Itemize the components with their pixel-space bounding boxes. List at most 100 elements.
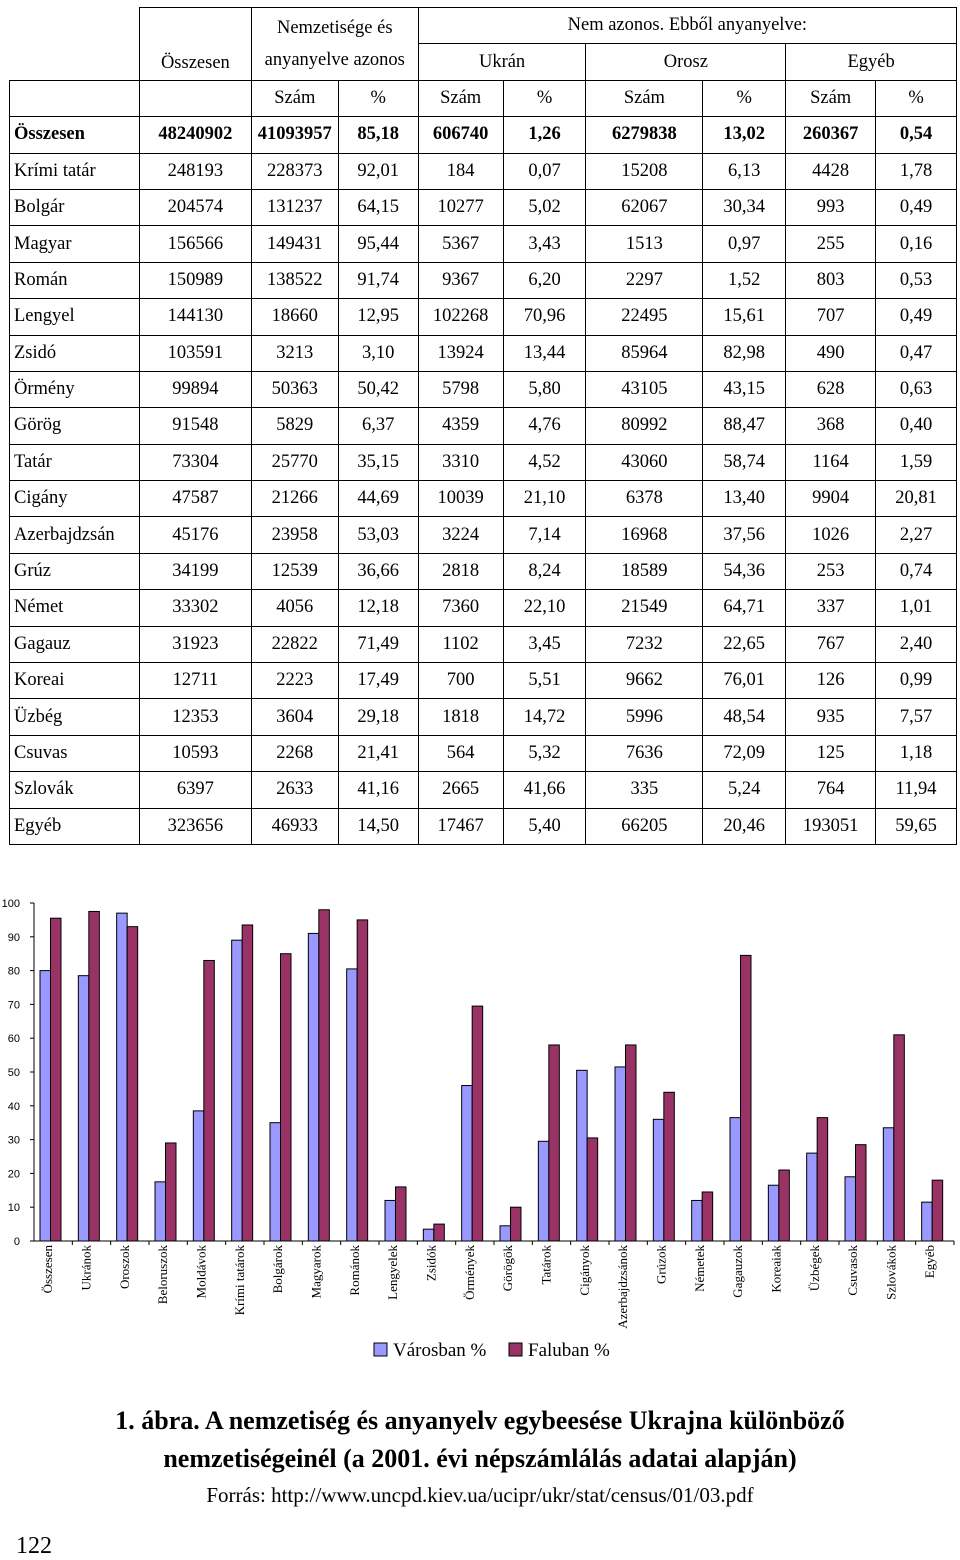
table-cell: 7636 xyxy=(585,734,704,773)
bar-faluban xyxy=(50,917,62,1242)
table-cell: 606740 xyxy=(417,116,504,154)
table-cell: 1026 xyxy=(785,516,877,554)
table-cell: 9662 xyxy=(585,662,704,700)
bar-faluban xyxy=(88,910,100,1242)
bar-varosban xyxy=(499,1225,511,1242)
table-cell: 1102 xyxy=(417,625,504,664)
table-cell: 66205 xyxy=(585,807,704,845)
legend-swatch xyxy=(373,1342,388,1357)
table-cell: 6,20 xyxy=(502,261,587,300)
bar-varosban xyxy=(921,1201,933,1242)
table-cell: 6,37 xyxy=(337,407,419,445)
y-tick-label: 0 xyxy=(14,1236,20,1248)
table-cell: 5,02 xyxy=(502,188,587,227)
bar-faluban xyxy=(356,919,369,1242)
table-cell: 3,45 xyxy=(502,625,587,664)
table-cell: 64,71 xyxy=(702,589,787,627)
table-cell: 80992 xyxy=(585,407,704,445)
table-cell: 11,94 xyxy=(875,771,957,809)
category-label: Egyéb xyxy=(922,1245,937,1278)
bar-faluban xyxy=(510,1206,522,1242)
table-cell: 5,51 xyxy=(502,662,587,700)
table-cell: 125 xyxy=(785,734,877,773)
header-szam: Szám xyxy=(250,79,339,118)
table-cell: 36,66 xyxy=(337,552,419,591)
y-tick-label: 40 xyxy=(8,1101,20,1113)
table-cell: 22822 xyxy=(250,625,339,664)
table-cell: 64,15 xyxy=(337,188,419,227)
y-tick-label: 100 xyxy=(2,898,20,910)
table-cell: 73304 xyxy=(138,443,252,482)
bar-varosban xyxy=(77,975,90,1242)
table-cell: 803 xyxy=(785,261,877,300)
table-cell: 0,97 xyxy=(702,225,787,263)
table-cell: 71,49 xyxy=(337,625,419,664)
category-label: Krími tatárok xyxy=(232,1245,247,1316)
table-cell: 3224 xyxy=(417,516,504,554)
y-tick-label: 50 xyxy=(8,1067,20,1079)
row-label: Bolgár xyxy=(9,188,140,227)
legend-label: Faluban % xyxy=(528,1340,610,1361)
corner-cell xyxy=(9,7,140,81)
table-cell: 4359 xyxy=(417,407,504,445)
bar-faluban xyxy=(318,909,330,1242)
bar-varosban xyxy=(192,1110,205,1242)
category-label: Románok xyxy=(347,1245,362,1296)
table-row: Csuvas 10593 2268 21,41 564 5,32 7636 72,09 125 1… xyxy=(9,734,957,773)
table-cell: 13,40 xyxy=(702,480,787,518)
table-cell: 3,43 xyxy=(502,225,587,263)
bar-faluban xyxy=(893,1034,905,1242)
bar-varosban xyxy=(384,1199,396,1242)
table-cell: 2818 xyxy=(417,552,504,591)
table-cell: 31923 xyxy=(138,625,252,664)
chart-svg: 0 10 20 30 40 50 60 70 80 90 100 Összesen Ukránok Oro… xyxy=(2,898,955,1361)
y-tick-label: 90 xyxy=(8,932,20,944)
row-label: Krími tatár xyxy=(9,152,140,190)
table-cell: 16968 xyxy=(585,516,704,554)
bar-varosban xyxy=(652,1118,665,1242)
bar-faluban xyxy=(701,1191,714,1242)
table-cell: 50,42 xyxy=(337,370,419,409)
table-cell: 25770 xyxy=(250,443,339,482)
header-row-2: Ukrán Orosz Egyéb xyxy=(10,43,957,81)
bar-faluban xyxy=(931,1179,944,1242)
category-label: Üzbégek xyxy=(807,1245,822,1292)
table-cell: 22,10 xyxy=(502,589,587,627)
bar-varosban xyxy=(614,1066,626,1242)
bar-faluban xyxy=(548,1044,560,1242)
bar-faluban xyxy=(855,1144,867,1242)
bar-varosban xyxy=(767,1184,780,1242)
category-label: Magyarok xyxy=(309,1245,324,1299)
table-cell: 59,65 xyxy=(875,807,957,845)
table-cell: 3213 xyxy=(250,334,339,372)
table-cell: 43060 xyxy=(585,443,704,482)
table-cell: 41,16 xyxy=(337,771,419,809)
category-label: Tatárok xyxy=(539,1245,554,1285)
table-cell: 131237 xyxy=(250,188,339,227)
table-cell: 95,44 xyxy=(337,225,419,263)
table-cell: 45176 xyxy=(138,516,252,554)
bar-faluban xyxy=(471,1005,484,1242)
row-label: Román xyxy=(9,261,140,300)
table-cell: 18589 xyxy=(585,552,704,591)
table-cell: 22495 xyxy=(585,298,704,336)
table-row: Zsidó 103591 3213 3,10 13924 13,44 85964 82,98 4… xyxy=(9,334,957,372)
category-label: Németek xyxy=(692,1245,707,1292)
table-cell: 150989 xyxy=(138,261,252,300)
table-cell: 0,16 xyxy=(875,225,957,263)
bar-faluban xyxy=(280,953,292,1242)
row-label: Cigány xyxy=(9,480,140,518)
table-cell: 62067 xyxy=(585,188,704,227)
table-row: Román 150989 138522 91,74 9367 6,20 2297 1,52 80… xyxy=(9,261,957,300)
table-cell: 4056 xyxy=(250,589,339,627)
table-cell: 0,99 xyxy=(875,662,957,700)
row-label: Magyar xyxy=(9,225,140,263)
header-nemzetisege: Nemzetisége és anyanyelve azonos xyxy=(250,7,419,81)
table-cell: 20,46 xyxy=(702,807,787,845)
category-label: Azerbajdzsánok xyxy=(615,1245,630,1329)
header-osszesen: Összesen xyxy=(138,7,252,81)
table-cell: 48240902 xyxy=(138,116,252,154)
table-cell: 99894 xyxy=(138,370,252,409)
table-cell: 43,15 xyxy=(702,370,787,409)
category-label: Szlovákok xyxy=(884,1245,899,1300)
